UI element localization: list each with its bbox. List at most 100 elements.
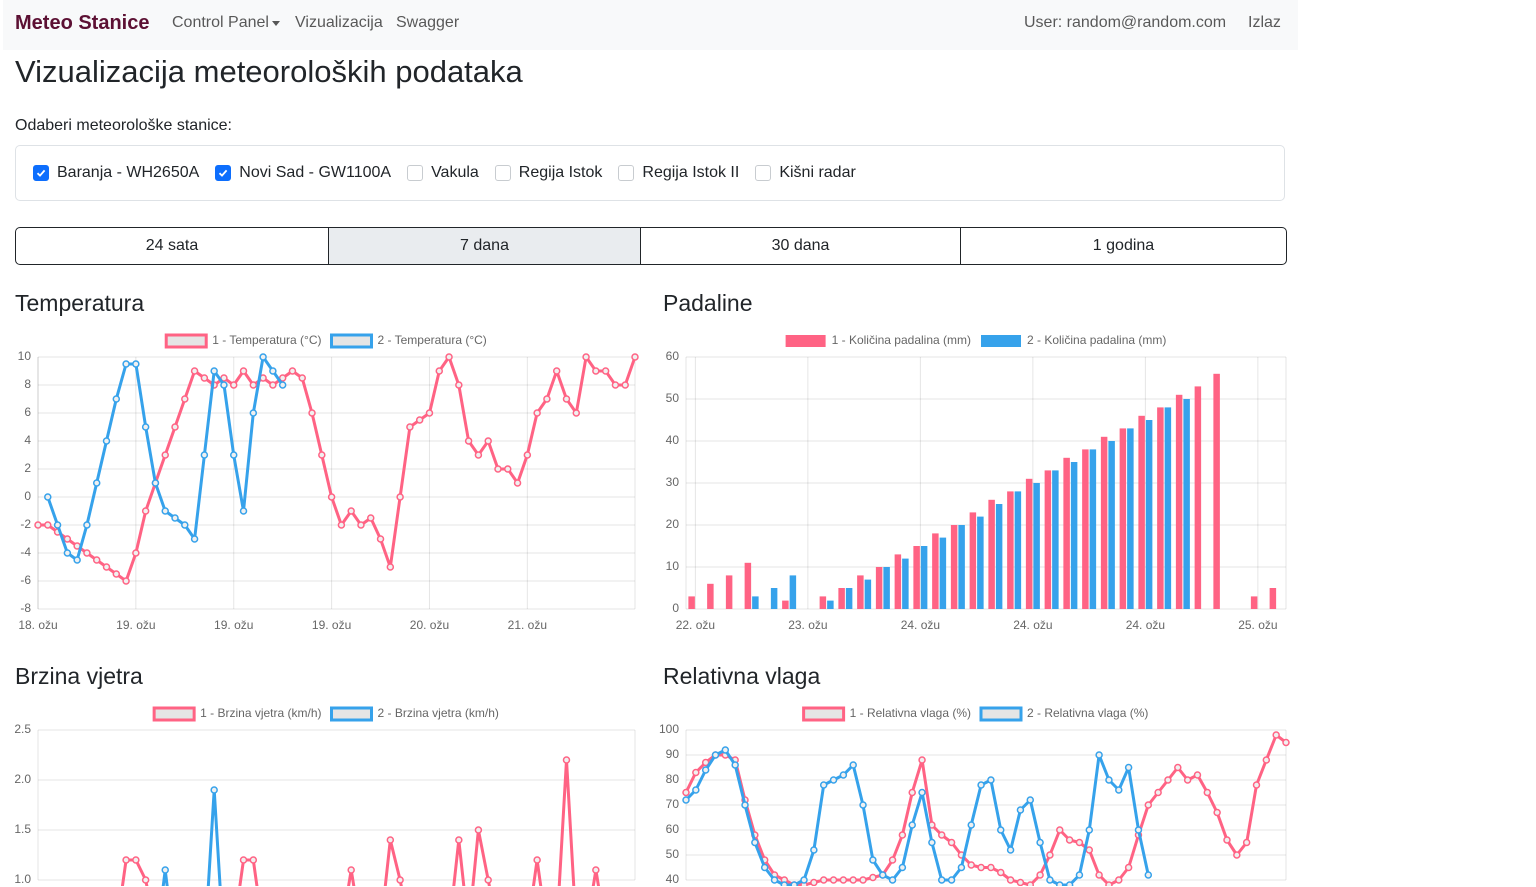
data-point (829, 776, 838, 784)
station-name[interactable]: Novi Sad - GW1100A (239, 164, 392, 181)
x-tick-label: 19. ožu (312, 618, 351, 632)
bar (958, 525, 965, 609)
data-point (44, 521, 52, 529)
y-tick-label: 10 (666, 559, 680, 573)
bar (1269, 588, 1277, 609)
data-point (878, 871, 887, 879)
chart: Temperatura -8 -6 -4 -2 0 2 4 6 8 10 18. ožu 19. ožu… (15, 290, 639, 632)
data-point (269, 381, 277, 389)
data-point (888, 856, 897, 864)
data-point (1056, 826, 1064, 834)
data-point (533, 856, 541, 864)
y-tick-label: 2 (24, 461, 31, 475)
station-option[interactable]: Kišni radar (755, 164, 856, 182)
station-name[interactable]: Vakula (431, 164, 479, 181)
user-label: User: random@random.com (1024, 14, 1227, 31)
y-tick-label: 40 (666, 872, 680, 886)
station-name[interactable]: Regija Istok II (642, 164, 740, 181)
period-button[interactable]: 30 dana (641, 228, 961, 264)
data-point (1105, 776, 1113, 784)
stations-label: Odaberi meteorološke stanice: (15, 117, 232, 134)
checkbox[interactable] (33, 165, 49, 181)
y-tick-label: 0 (24, 489, 31, 503)
logout-link[interactable]: Izlaz (1248, 14, 1281, 31)
data-point (682, 796, 690, 804)
bar (1175, 394, 1183, 609)
data-point (790, 881, 798, 886)
page-heading: Vizualizacija meteoroloških podataka (15, 54, 523, 89)
data-point (464, 437, 473, 445)
data-point (44, 493, 52, 501)
data-point (161, 451, 169, 459)
legend-swatch (330, 706, 373, 722)
data-point (997, 868, 1005, 877)
data-point (83, 549, 91, 557)
data-point (592, 367, 600, 375)
data-point (83, 521, 91, 529)
checkbox[interactable] (407, 165, 424, 181)
checkbox[interactable] (618, 165, 635, 181)
y-tick-label: 6 (24, 405, 31, 419)
data-point (1223, 836, 1231, 844)
bar (1157, 407, 1164, 609)
data-point (977, 781, 985, 789)
bar (1127, 428, 1134, 609)
chart-title: Brzina vjetra (15, 663, 143, 689)
bar (977, 516, 984, 609)
bar (827, 600, 834, 609)
checkbox[interactable] (755, 165, 772, 181)
data-point (278, 374, 287, 382)
data-point (239, 507, 248, 515)
chart-title: Padaline (663, 290, 753, 316)
data-point (987, 776, 995, 784)
period-button[interactable]: 7 dana (329, 228, 641, 264)
station-option[interactable]: Regija Istok (494, 164, 603, 182)
checkbox[interactable] (494, 165, 511, 181)
data-point (1183, 776, 1192, 784)
data-point (455, 381, 463, 389)
y-tick-label: 0 (672, 601, 679, 615)
data-point (918, 756, 926, 764)
station-option[interactable]: Regija Istok II (618, 164, 739, 182)
station-name[interactable]: Baranja - WH2650A (57, 164, 200, 181)
bar (939, 537, 947, 609)
data-point (1036, 838, 1044, 847)
station-name[interactable]: Regija Istok (518, 164, 603, 181)
nav-link[interactable]: Vizualizacija (295, 14, 383, 31)
bar (864, 579, 872, 609)
data-point (859, 876, 867, 884)
data-point (741, 801, 749, 809)
station-option[interactable]: Novi Sad - GW1100A (215, 164, 391, 182)
data-point (386, 563, 395, 571)
data-point (63, 535, 72, 543)
data-point (1016, 806, 1025, 814)
data-point (259, 353, 267, 361)
legend-label: 2 - Brzina vjetra (km/h) (378, 706, 499, 720)
nav-link[interactable]: Swagger (396, 14, 460, 31)
data-point (1095, 751, 1103, 759)
data-point (937, 876, 946, 884)
data-point (73, 556, 81, 564)
bar (883, 567, 890, 609)
x-tick-label: 25. ožu (1238, 618, 1277, 632)
data-point (102, 563, 111, 571)
data-point (859, 801, 867, 809)
brand[interactable]: Meteo Stanice (15, 12, 150, 34)
station-option[interactable]: Baranja - WH2650A (33, 164, 199, 182)
series-line (38, 355, 637, 583)
data-point (367, 514, 375, 522)
station-option[interactable]: Vakula (407, 164, 479, 182)
bar (752, 596, 759, 609)
period-button[interactable]: 24 sata (16, 228, 329, 264)
period-button[interactable]: 1 godina (1092, 237, 1155, 254)
data-point (200, 451, 209, 459)
legend-swatch (981, 335, 1021, 347)
data-point (839, 876, 848, 884)
data-point (220, 381, 228, 389)
checkbox[interactable] (215, 165, 232, 181)
station-name[interactable]: Kišni radar (779, 164, 856, 181)
data-point (701, 758, 710, 767)
nav-link[interactable]: Control Panel (172, 14, 269, 31)
data-point (682, 788, 690, 797)
